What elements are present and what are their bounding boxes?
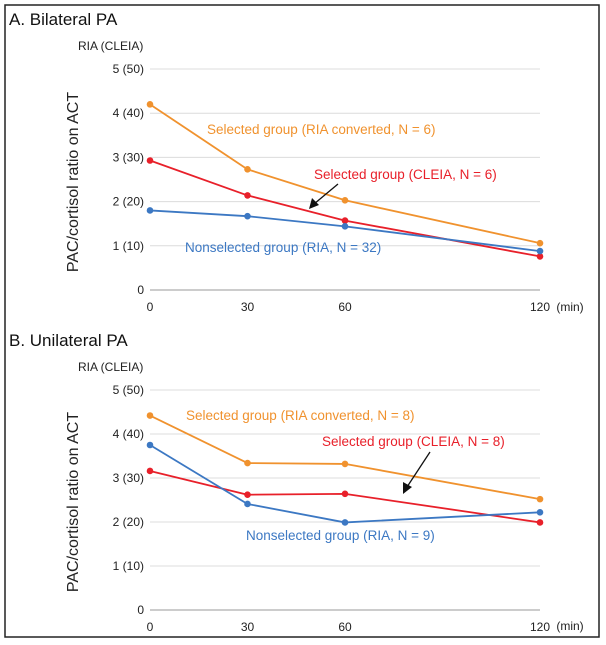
panel-b-y-tick-label: 1 (10): [113, 559, 144, 573]
panel-a-y-tick-label: 1 (10): [113, 239, 144, 253]
panel-a-series-2-point: [536, 247, 544, 255]
panel-b-x-unit-label: (min): [556, 619, 583, 633]
panel-a-x-ticks: 0 30 60 120: [147, 300, 551, 314]
panel-a-series-1-point: [146, 157, 154, 164]
panel-a-label-selected-ria: Selected group (RIA converted, N = 6): [207, 122, 436, 137]
panel-a-series-2-point: [244, 212, 251, 220]
panel-b-y-tick-label: 5 (50): [113, 383, 144, 397]
panel-a-y-ticks: 0 1 (10) 2 (20) 3 (30) 4 (40) 5 (50): [113, 62, 145, 297]
panel-a-y-unit-label: RIA (CLEIA): [78, 39, 143, 53]
panel-a-y-axis-label: PAC/cortisol ratio on ACT: [65, 92, 82, 272]
panel-a-series-0-point: [536, 239, 544, 247]
panel-b-y-axis-label: PAC/cortisol ratio on ACT: [65, 412, 82, 592]
panel-a-y-tick-label: 0: [137, 283, 144, 297]
panel-a-x-tick-label: 120: [530, 300, 550, 314]
figure-border: [4, 4, 600, 638]
panel-b-series-line-1: [149, 470, 541, 524]
panel-a-series: [146, 101, 544, 260]
panel-b-y-tick-label: 4 (40): [113, 427, 144, 441]
panel-a-series-line-2: [149, 209, 541, 252]
panel-a-y-tick-label: 5 (50): [113, 62, 144, 76]
panel-b-series-1-point: [244, 491, 251, 499]
panel-b-x-tick-label: 30: [241, 620, 255, 634]
panel-b-series-2-point: [341, 519, 349, 526]
panel-b-x-tick-label: 0: [147, 620, 154, 634]
panel-b-series-0-point: [146, 412, 154, 419]
panel-a-x-unit-label: (min): [556, 300, 583, 314]
panel-a-series-1-point: [341, 217, 349, 224]
panel-b-x-tick-label: 120: [530, 620, 550, 634]
panel-a-x-tick-label: 30: [241, 300, 255, 314]
panel-b-series-line-0: [149, 414, 541, 501]
panel-b-label-selected-cleia: Selected group (CLEIA, N = 8): [322, 434, 505, 449]
panel-b-x-tick-label: 60: [338, 620, 352, 634]
panel-a-label-selected-cleia: Selected group (CLEIA, N = 6): [314, 167, 497, 182]
panel-b-y-tick-label: 0: [137, 603, 144, 617]
panel-b-title: B. Unilateral PA: [9, 331, 128, 350]
panel-b-series-2-point: [146, 441, 154, 449]
panel-b-y-ticks: 0 1 (10) 2 (20) 3 (30) 4 (40) 5 (50): [113, 383, 145, 617]
panel-a-y-tick-label: 3 (30): [113, 150, 144, 164]
panel-b-x-ticks: 0 30 60 120: [147, 620, 551, 634]
panel-a: A. Bilateral PA RIA (CLEIA) PAC/cortisol…: [9, 10, 584, 314]
panel-b-series-0-point: [341, 460, 349, 468]
panel-a-series-0-point: [244, 166, 251, 173]
panel-b-series-2-point: [244, 500, 251, 508]
panel-a-label-nonselected: Nonselected group (RIA, N = 32): [185, 240, 381, 255]
panel-b-series-0-point: [536, 495, 544, 503]
panel-b: B. Unilateral PA RIA (CLEIA) PAC/cortiso…: [9, 331, 584, 634]
panel-b-series: [146, 412, 544, 526]
panel-a-series-2-point: [146, 207, 154, 214]
panel-b-series-1-point: [536, 519, 544, 526]
panel-a-pointer-arrow: [309, 183, 339, 209]
panel-a-y-tick-label: 4 (40): [113, 106, 144, 120]
panel-b-series-1-point: [341, 490, 349, 498]
panel-a-series-0-point: [341, 196, 349, 204]
panel-a-series-1-point: [536, 253, 544, 260]
panel-b-pointer-arrow: [403, 451, 431, 494]
panel-a-series-0-point: [146, 101, 154, 108]
panel-b-y-unit-label: RIA (CLEIA): [78, 360, 143, 374]
panel-b-series-0-point: [244, 459, 251, 467]
panel-a-title: A. Bilateral PA: [9, 10, 118, 29]
panel-a-series-1-point: [244, 192, 251, 199]
panel-a-y-tick-label: 2 (20): [113, 195, 144, 209]
panel-a-gridlines: [150, 68, 540, 291]
panel-a-x-tick-label: 60: [338, 300, 352, 314]
panel-b-label-nonselected: Nonselected group (RIA, N = 9): [246, 528, 435, 543]
panel-b-series-2-point: [536, 509, 544, 516]
panel-b-series-line-2: [149, 444, 541, 524]
panel-b-gridlines: [150, 389, 540, 611]
panel-a-series-line-0: [149, 103, 541, 245]
panel-b-series-1-point: [146, 467, 154, 475]
panel-b-y-tick-label: 2 (20): [113, 515, 144, 529]
panel-a-series-2-point: [341, 223, 349, 230]
panel-b-label-selected-ria: Selected group (RIA converted, N = 8): [186, 408, 415, 423]
panel-a-x-tick-label: 0: [147, 300, 154, 314]
panel-b-y-tick-label: 3 (30): [113, 471, 144, 485]
